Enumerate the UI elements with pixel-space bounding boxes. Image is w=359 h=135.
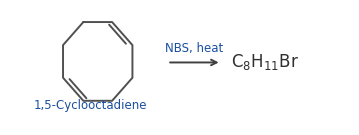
Text: NBS, heat: NBS, heat	[165, 42, 223, 55]
Text: 1,5-Cyclooctadiene: 1,5-Cyclooctadiene	[34, 99, 148, 112]
Text: C$_8$H$_{11}$Br: C$_8$H$_{11}$Br	[231, 53, 299, 72]
